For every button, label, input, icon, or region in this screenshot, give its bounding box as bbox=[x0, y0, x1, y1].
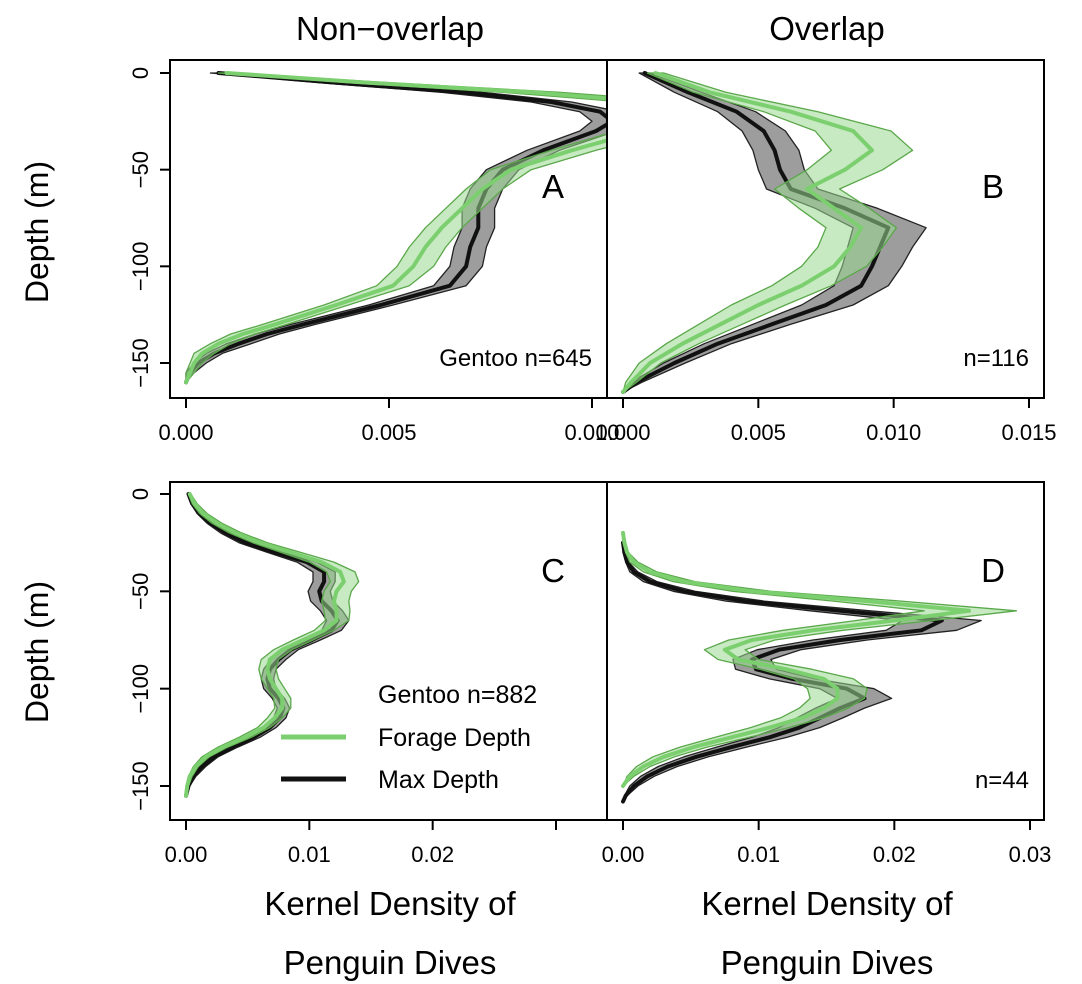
sample-size-b: n=116 bbox=[963, 345, 1029, 372]
panel-d: 0.00 0.01 0.02 0.03 Dn=44 bbox=[602, 481, 1052, 867]
line-forage-depth-b bbox=[621, 71, 874, 394]
legend-label-forage: Forage Depth bbox=[378, 724, 531, 752]
y-tick-label-a-0: 0 bbox=[128, 67, 153, 79]
panel-c: 0.00 0.01 0.02 0 −50 −100 −150 C bbox=[128, 481, 608, 867]
panel-frame-b bbox=[606, 59, 1045, 399]
line-max-depth-a bbox=[184, 71, 607, 385]
line-max-depth-c bbox=[184, 492, 340, 798]
y-tick-label-c-1: −50 bbox=[128, 573, 153, 610]
y-tick-label-a-2: −100 bbox=[128, 242, 153, 292]
panel-frame-d bbox=[606, 481, 1045, 821]
y-tick-label-c-0: 0 bbox=[128, 488, 153, 500]
column-title-non-overlap: Non−overlap bbox=[296, 10, 484, 47]
x-tick-label-d-1: 0.01 bbox=[737, 842, 780, 867]
panel-letter-b: B bbox=[982, 168, 1004, 205]
panel-b: 0.000 0.005 0.010 0.015 Bn=116 bbox=[595, 59, 1057, 445]
legend-title: Gentoo n=882 bbox=[378, 681, 537, 709]
x-axis-label-right-line1: Kernel Density of bbox=[701, 885, 953, 922]
sample-size-d: n=44 bbox=[975, 767, 1029, 794]
legend: Gentoo n=882 Forage Depth Max Depth bbox=[281, 681, 537, 794]
x-tick-label-c-0: 0.00 bbox=[165, 842, 208, 867]
panel-letter-c: C bbox=[541, 552, 565, 589]
y-tick-label-c-3: −150 bbox=[128, 761, 153, 811]
line-forage-depth-d bbox=[621, 530, 971, 788]
sample-size-a: Gentoo n=645 bbox=[439, 345, 592, 372]
y-tick-label-a-1: −50 bbox=[128, 151, 153, 188]
line-max-depth-d bbox=[621, 540, 944, 804]
x-tick-label-b-3: 0.015 bbox=[1001, 420, 1056, 445]
y-tick-label-c-2: −100 bbox=[128, 664, 153, 714]
band-forage-depth-c bbox=[185, 493, 360, 797]
line-forage-depth-a bbox=[184, 71, 607, 385]
band-max-depth-a bbox=[185, 72, 607, 383]
x-tick-label-b-0: 0.000 bbox=[595, 420, 650, 445]
y-axis-label-top: Depth (m) bbox=[19, 161, 55, 303]
x-tick-label-c-1: 0.01 bbox=[288, 842, 331, 867]
panel-a: 0.000 0.005 0.010 0 −50 −100 −150 A Gentoo n=645 bbox=[128, 59, 620, 445]
x-tick-label-b-2: 0.010 bbox=[866, 420, 921, 445]
band-max-depth-c bbox=[185, 493, 350, 797]
y-axis-label-bottom: Depth (m) bbox=[19, 581, 55, 723]
panel-letter-d: D bbox=[981, 552, 1005, 589]
panel-letter-a: A bbox=[542, 168, 564, 205]
band-forage-depth-d bbox=[622, 532, 1018, 787]
x-tick-label-a-2: 0.010 bbox=[564, 420, 619, 445]
x-axis-label-left-line2: Penguin Dives bbox=[284, 944, 497, 981]
x-axis-label-left-line1: Kernel Density of bbox=[264, 885, 516, 922]
line-forage-depth-c bbox=[184, 492, 346, 798]
y-tick-label-a-3: −150 bbox=[128, 338, 153, 388]
x-tick-label-c-2: 0.02 bbox=[411, 842, 454, 867]
column-title-overlap: Overlap bbox=[769, 10, 885, 47]
x-axis-label-right-line2: Penguin Dives bbox=[721, 944, 934, 981]
x-tick-label-d-3: 0.03 bbox=[1009, 842, 1052, 867]
x-tick-label-a-0: 0.000 bbox=[158, 420, 213, 445]
x-tick-label-d-0: 0.00 bbox=[602, 842, 645, 867]
legend-label-max: Max Depth bbox=[378, 766, 499, 794]
x-tick-label-b-1: 0.005 bbox=[731, 420, 786, 445]
x-tick-label-d-2: 0.02 bbox=[873, 842, 916, 867]
x-tick-label-a-1: 0.005 bbox=[361, 420, 416, 445]
